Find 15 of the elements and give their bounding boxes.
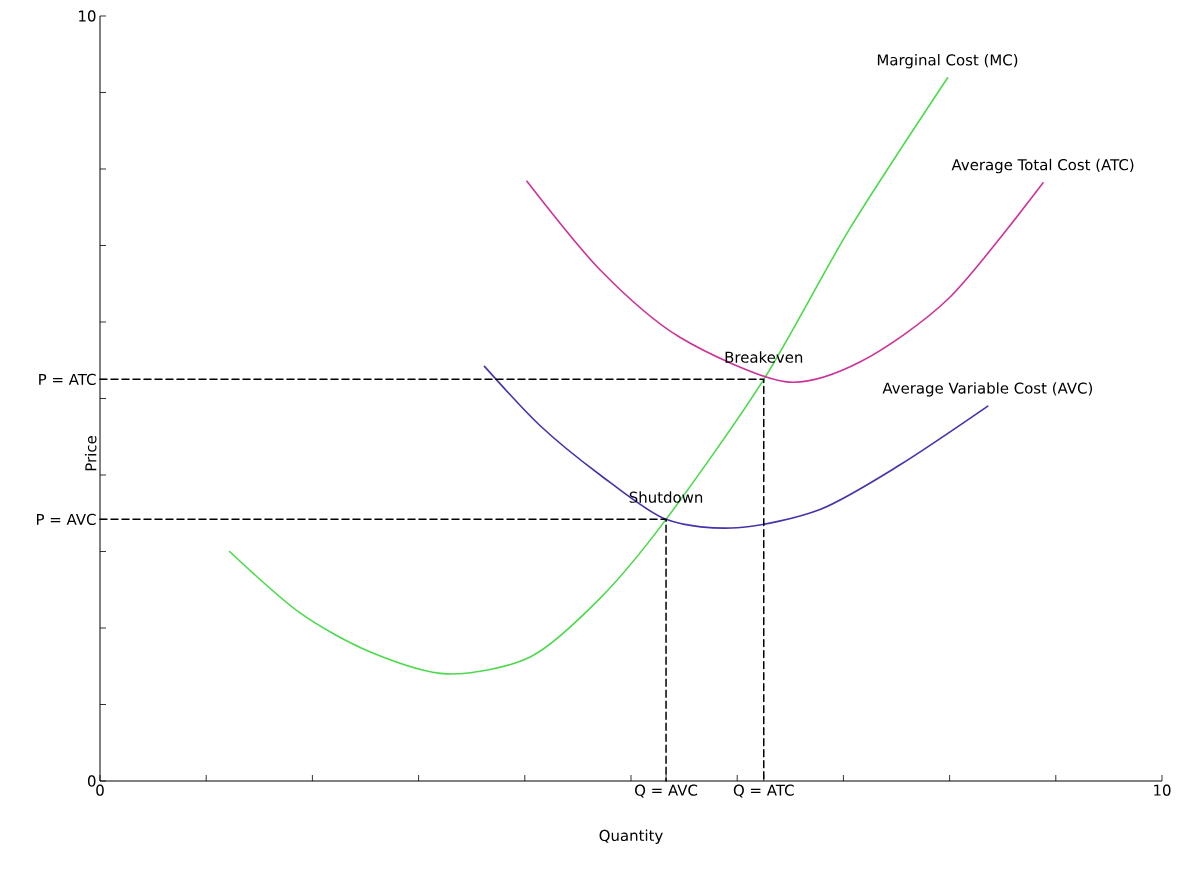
y-tick-label: 10 [79,10,96,22]
series-label: Marginal Cost (MC) [877,53,1018,69]
y-tick-label: P = AVC [36,513,96,526]
line-series [526,180,1044,383]
series-label: Average Total Cost (ATC) [951,158,1134,174]
x-tick-label: 0 [96,784,104,796]
y-axis-title: Price [84,436,97,471]
x-tick-label: 10 [1154,784,1171,796]
x-tick-label: Q = ATC [733,784,794,798]
series-label: Average Variable Cost (AVC) [882,382,1093,397]
x-tick-label: Q = AVC [635,784,698,798]
x-axis-title: Quantity [599,829,663,844]
y-tick-label: P = ATC [39,373,96,386]
y-tick-label: 0 [87,775,96,787]
line-series [228,77,949,675]
